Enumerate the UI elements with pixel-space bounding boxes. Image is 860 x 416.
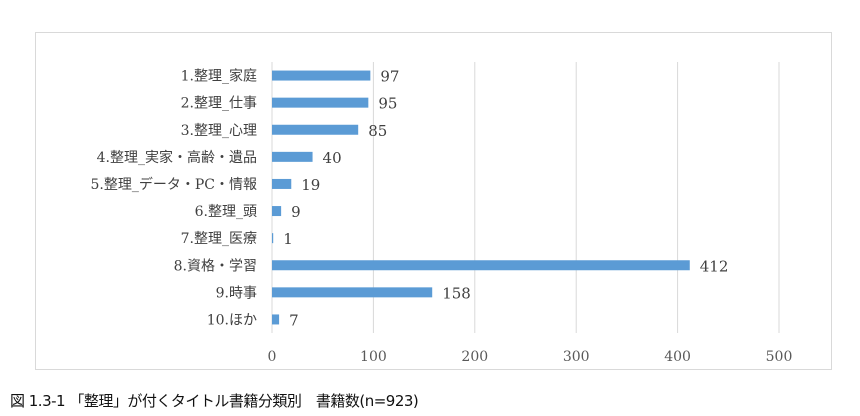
category-label: 7.整理_医療 — [181, 230, 257, 247]
category-label: 4.整理_実家・高齢・遺品 — [97, 149, 257, 166]
data-label: 40 — [323, 149, 342, 167]
bar — [272, 287, 433, 298]
category-label: 2.整理_仕事 — [181, 96, 257, 112]
data-label: 85 — [368, 122, 387, 140]
chart-frame — [35, 32, 832, 370]
data-label: 97 — [380, 68, 399, 86]
bar — [272, 124, 359, 135]
x-tick-label: 0 — [268, 349, 277, 365]
x-tick-label: 300 — [563, 349, 590, 365]
bar — [272, 206, 282, 217]
figure-caption: 図 1.3-1 「整理」が付くタイトル書籍分類別 書籍数(n=923) — [10, 392, 419, 410]
x-tick-label: 500 — [766, 349, 793, 365]
bar — [272, 314, 280, 325]
category-label: 6.整理_頭 — [195, 204, 257, 220]
data-label: 158 — [442, 284, 471, 302]
bar — [272, 233, 274, 244]
data-label: 19 — [301, 176, 320, 194]
category-label: 8.資格・学習 — [174, 258, 257, 274]
category-label: 10.ほか — [207, 312, 257, 328]
data-label: 95 — [378, 95, 397, 113]
data-label: 7 — [289, 311, 299, 329]
category-label: 5.整理_データ・PC・情報 — [91, 176, 258, 193]
category-label: 9.時事 — [216, 285, 257, 301]
bar — [272, 260, 690, 271]
data-label: 1 — [283, 230, 293, 248]
bar — [272, 97, 369, 108]
data-label: 412 — [700, 257, 729, 275]
bar — [272, 70, 371, 81]
x-tick-label: 200 — [461, 349, 488, 365]
bar — [272, 178, 292, 189]
category-label: 3.整理_心理 — [181, 123, 257, 139]
data-label: 9 — [291, 203, 301, 221]
bar — [272, 151, 313, 162]
category-label: 1.整理_家庭 — [181, 68, 257, 85]
x-tick-label: 400 — [664, 349, 691, 365]
x-tick-label: 100 — [360, 349, 387, 365]
